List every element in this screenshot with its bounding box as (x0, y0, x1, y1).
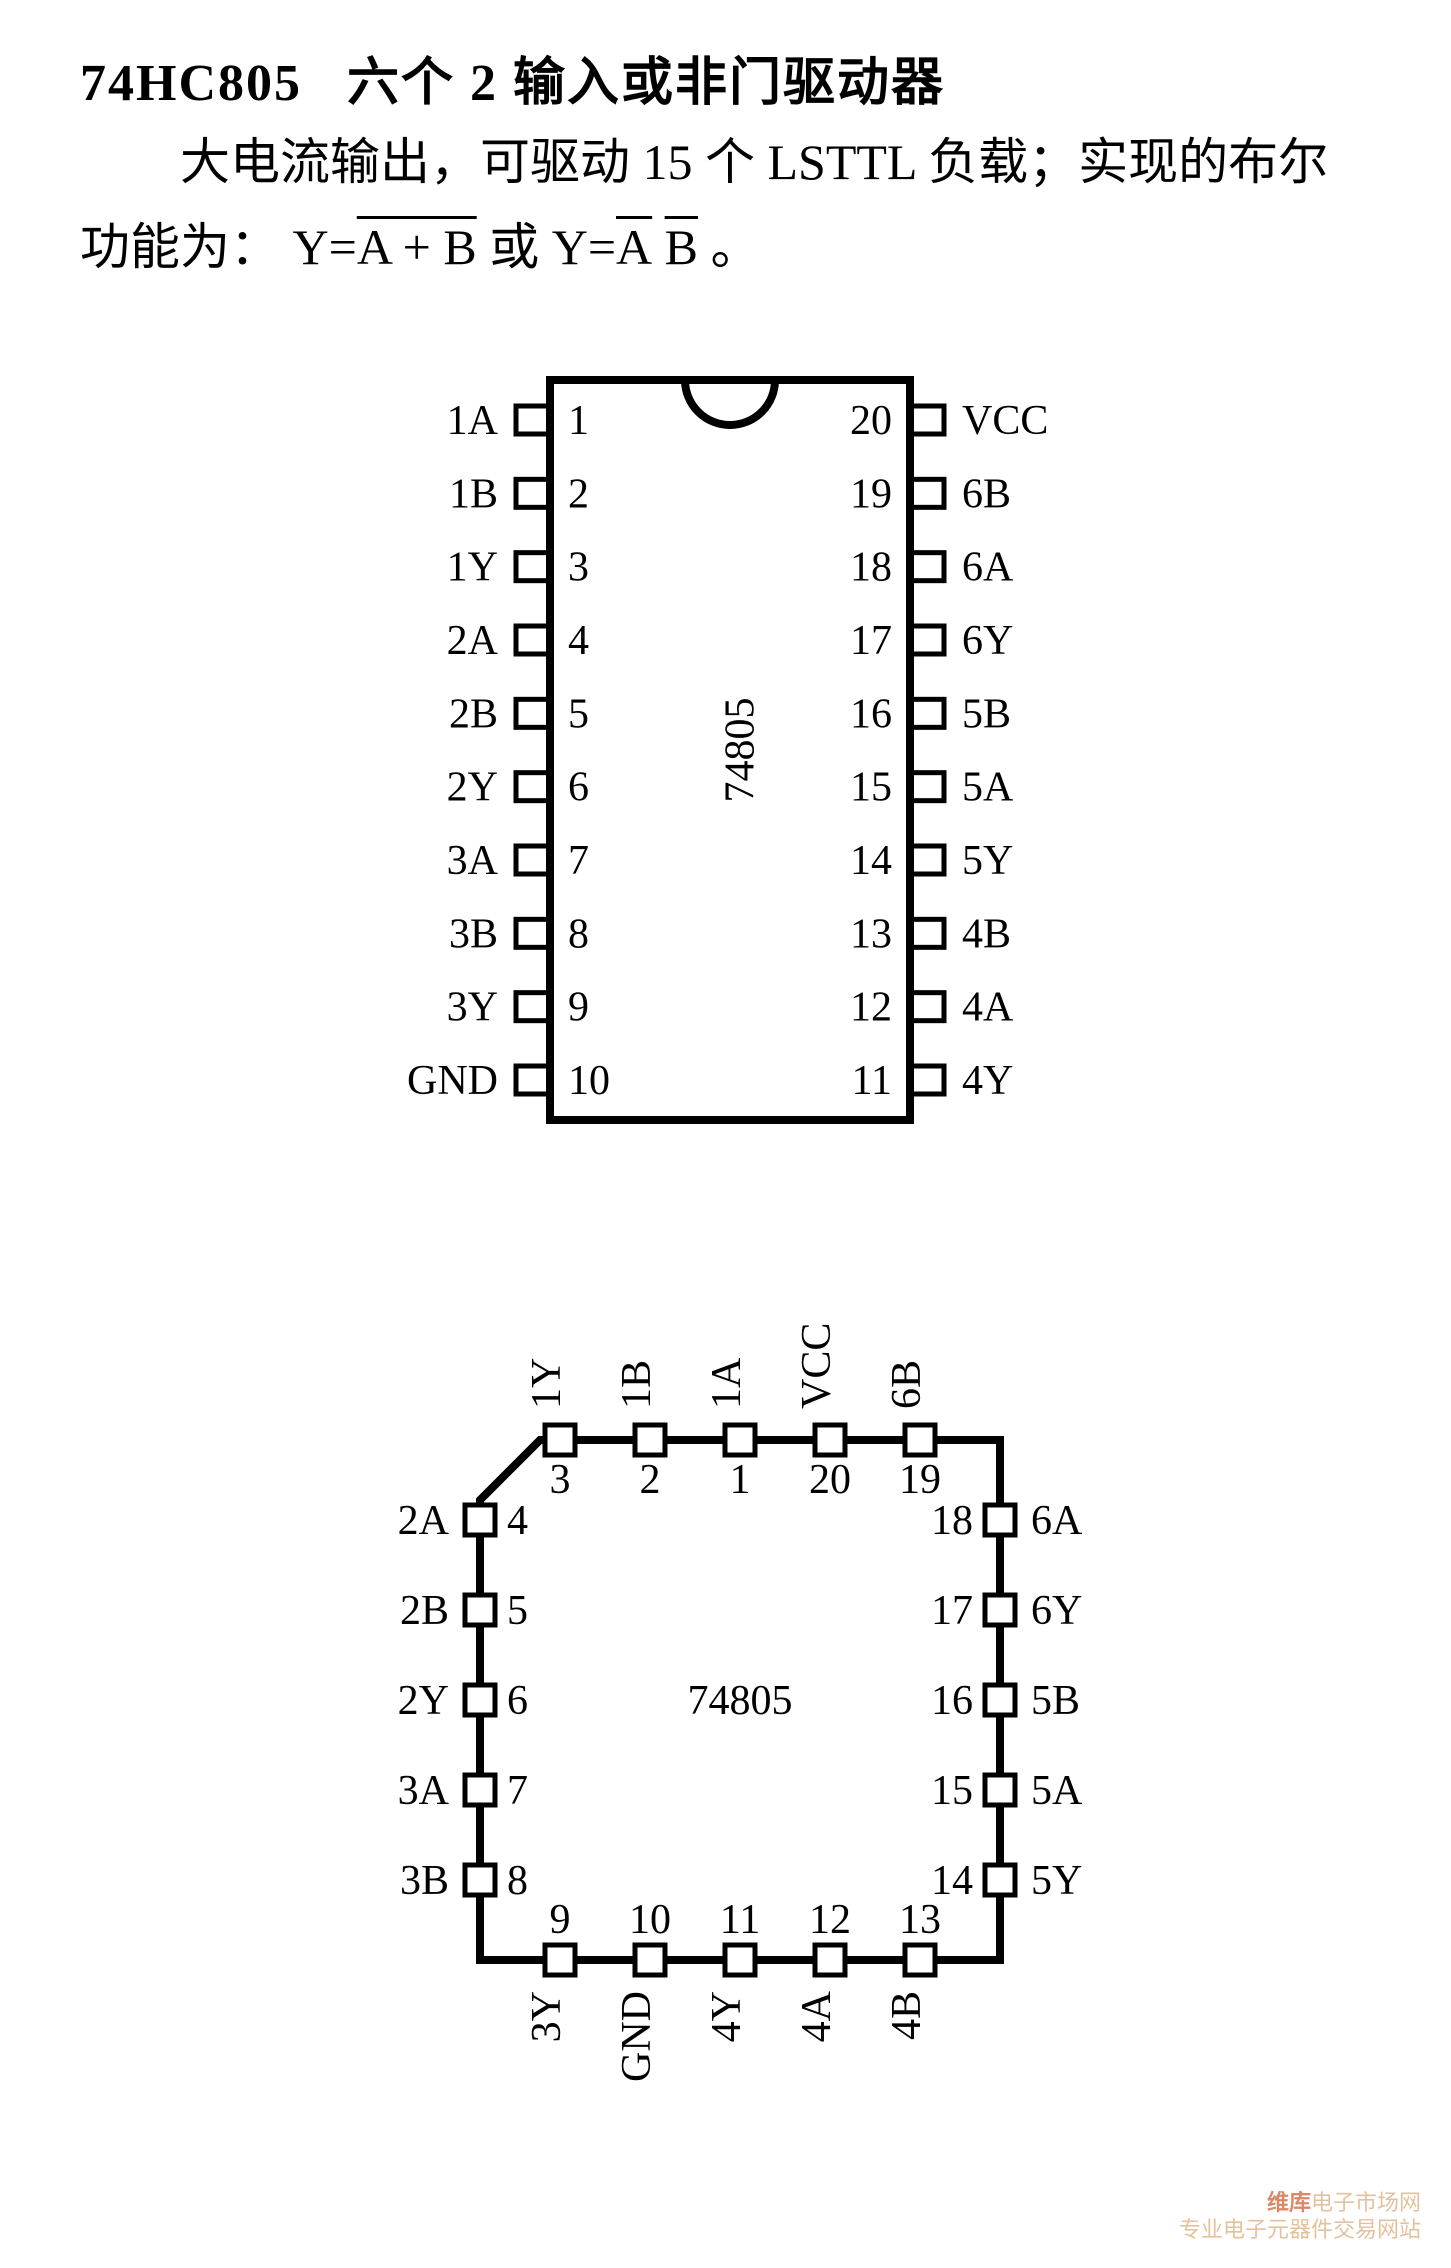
svg-text:3Y: 3Y (524, 1991, 570, 2042)
svg-text:14: 14 (931, 1858, 973, 1904)
svg-text:6Y: 6Y (962, 618, 1013, 664)
svg-text:2: 2 (640, 1457, 661, 1503)
equation-1: Y=A + B (293, 219, 490, 275)
page-title: 74HC805 六个 2 输入或非门驱动器 (80, 40, 945, 115)
svg-text:6A: 6A (1031, 1498, 1083, 1544)
svg-text:2Y: 2Y (447, 765, 498, 811)
svg-text:4: 4 (568, 618, 589, 664)
description-text: 大电流输出，可驱动 15 个 LSTTL 负载；实现的布尔功能为： Y=A + … (80, 120, 1360, 290)
svg-text:10: 10 (568, 1058, 610, 1104)
svg-text:5B: 5B (1031, 1678, 1080, 1724)
svg-text:2A: 2A (398, 1498, 450, 1544)
svg-text:4Y: 4Y (704, 1991, 750, 2042)
svg-text:7: 7 (507, 1768, 528, 1814)
svg-text:4Y: 4Y (962, 1058, 1013, 1104)
svg-text:17: 17 (931, 1588, 973, 1634)
svg-text:GND: GND (614, 1991, 660, 2082)
svg-text:20: 20 (850, 398, 892, 444)
svg-text:18: 18 (931, 1498, 973, 1544)
svg-text:19: 19 (850, 471, 892, 517)
svg-text:16: 16 (850, 691, 892, 737)
svg-text:74805: 74805 (688, 1678, 793, 1724)
equation-2: Y=A B (552, 219, 711, 275)
svg-text:9: 9 (568, 985, 589, 1031)
svg-text:3A: 3A (447, 838, 499, 884)
svg-text:7: 7 (568, 838, 589, 884)
svg-text:2B: 2B (400, 1588, 449, 1634)
svg-text:16: 16 (931, 1678, 973, 1724)
svg-text:19: 19 (899, 1457, 941, 1503)
svg-text:VCC: VCC (794, 1323, 840, 1409)
svg-text:5: 5 (568, 691, 589, 737)
svg-text:2: 2 (568, 471, 589, 517)
svg-text:5A: 5A (1031, 1768, 1083, 1814)
svg-text:1B: 1B (449, 471, 498, 517)
title-cn: 六个 2 输入或非门驱动器 (347, 55, 945, 112)
svg-text:4: 4 (507, 1498, 528, 1544)
watermark: 维库电子市场网 专业电子元器件交易网站 (1179, 2190, 1421, 2243)
svg-text:4B: 4B (884, 1991, 930, 2040)
svg-text:6: 6 (568, 765, 589, 811)
svg-text:VCC: VCC (962, 398, 1048, 444)
svg-text:3A: 3A (398, 1768, 450, 1814)
svg-text:12: 12 (850, 985, 892, 1031)
svg-text:GND: GND (407, 1058, 498, 1104)
svg-text:3: 3 (568, 545, 589, 591)
svg-text:5B: 5B (962, 691, 1011, 737)
svg-text:6: 6 (507, 1678, 528, 1724)
svg-text:3B: 3B (449, 911, 498, 957)
svg-text:4A: 4A (794, 1990, 840, 2042)
svg-text:15: 15 (931, 1768, 973, 1814)
svg-text:1A: 1A (704, 1357, 750, 1409)
svg-text:3: 3 (550, 1457, 571, 1503)
svg-text:11: 11 (720, 1897, 760, 1943)
svg-text:6B: 6B (884, 1360, 930, 1409)
svg-text:4B: 4B (962, 911, 1011, 957)
svg-text:6B: 6B (962, 471, 1011, 517)
svg-text:17: 17 (850, 618, 892, 664)
svg-text:1B: 1B (614, 1360, 660, 1409)
svg-text:5: 5 (507, 1588, 528, 1634)
svg-text:13: 13 (850, 911, 892, 957)
svg-text:1Y: 1Y (447, 545, 498, 591)
svg-text:11: 11 (852, 1058, 892, 1104)
svg-text:1A: 1A (447, 398, 499, 444)
part-number: 74HC805 (80, 55, 302, 112)
plcc-pinout-diagram: 74805 3 1Y 2 1B 1 1A 20 VCC 19 6B 9 3Y 10 GND 11 4Y 12 4A 1… (250, 1260, 1200, 2160)
svg-text:4A: 4A (962, 985, 1014, 1031)
svg-text:5Y: 5Y (962, 838, 1013, 884)
svg-text:5A: 5A (962, 765, 1014, 811)
svg-text:10: 10 (629, 1897, 671, 1943)
svg-text:15: 15 (850, 765, 892, 811)
svg-text:1Y: 1Y (524, 1358, 570, 1409)
desc-period: 。 (711, 219, 761, 275)
svg-text:14: 14 (850, 838, 892, 884)
eq-or: 或 (489, 219, 539, 275)
svg-text:9: 9 (550, 1897, 571, 1943)
svg-text:8: 8 (507, 1858, 528, 1904)
svg-text:2A: 2A (447, 618, 499, 664)
svg-text:3Y: 3Y (447, 985, 498, 1031)
dip-pinout-diagram: 74805 1 20 1A VCC 2 19 1B 6B 3 18 1Y 6A 4 17 2A 6Y 5 16 2B 5… (250, 340, 1200, 1160)
svg-text:1: 1 (730, 1457, 751, 1503)
page: 74HC805 六个 2 输入或非门驱动器 大电流输出，可驱动 15 个 LST… (0, 0, 1451, 2268)
svg-text:5Y: 5Y (1031, 1858, 1082, 1904)
svg-text:6A: 6A (962, 545, 1014, 591)
svg-text:6Y: 6Y (1031, 1588, 1082, 1634)
svg-text:2B: 2B (449, 691, 498, 737)
svg-text:1: 1 (568, 398, 589, 444)
svg-text:2Y: 2Y (398, 1678, 449, 1724)
svg-text:3B: 3B (400, 1858, 449, 1904)
svg-text:8: 8 (568, 911, 589, 957)
svg-text:20: 20 (809, 1457, 851, 1503)
svg-text:74805: 74805 (718, 698, 764, 803)
svg-text:12: 12 (809, 1897, 851, 1943)
svg-text:18: 18 (850, 545, 892, 591)
